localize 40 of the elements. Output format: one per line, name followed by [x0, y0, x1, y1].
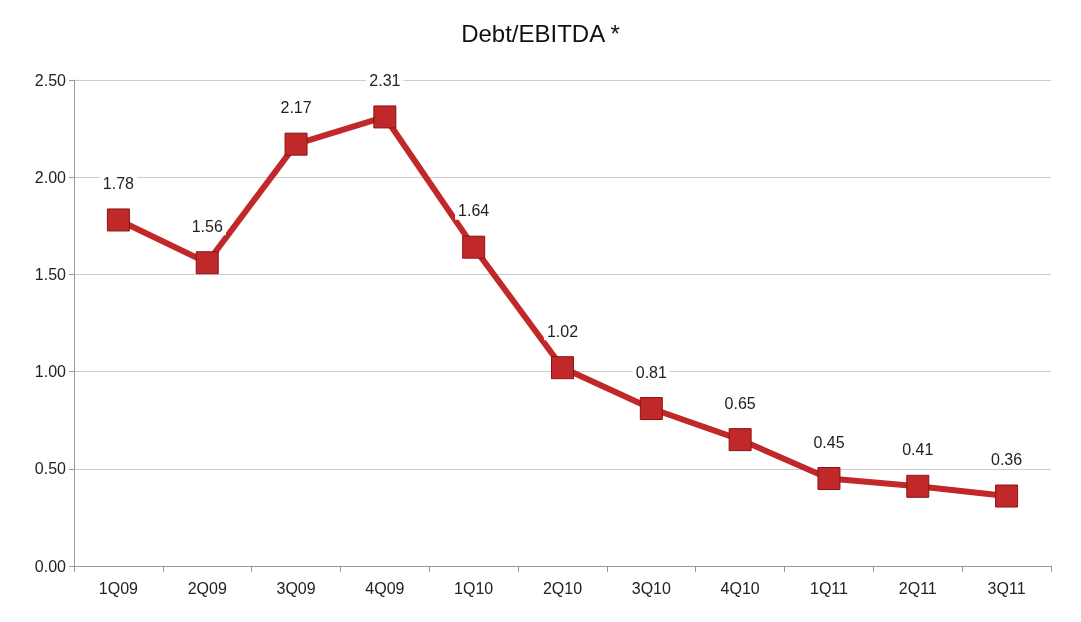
point — [817, 467, 841, 491]
x-tick-label: 2Q11 — [898, 579, 937, 597]
data-label: 0.41 — [902, 441, 934, 459]
point — [373, 105, 397, 129]
point — [195, 251, 219, 275]
x-tick-label: 4Q09 — [365, 579, 405, 597]
x-tick-label: 3Q11 — [987, 579, 1026, 597]
y-tick-label: 2.50 — [34, 71, 67, 89]
data-label: 1.56 — [191, 217, 223, 235]
point — [995, 484, 1019, 508]
x-tick-label: 2Q09 — [187, 579, 227, 597]
x-tick-label: 1Q10 — [454, 579, 494, 597]
y-tick-label: 0.50 — [34, 460, 67, 478]
data-label: 1.02 — [546, 322, 579, 340]
data-label: 0.36 — [991, 451, 1023, 469]
x-tick-label: 1Q09 — [98, 579, 139, 597]
point — [906, 474, 930, 498]
point — [551, 356, 574, 380]
data-label: 2.31 — [369, 71, 401, 89]
data-label: 1.78 — [102, 174, 135, 192]
point — [639, 397, 663, 421]
y-tick-label: 0.00 — [34, 557, 67, 575]
y-tick-label: 2.00 — [34, 168, 67, 186]
data-label: 2.17 — [280, 99, 312, 117]
point — [728, 428, 752, 452]
data-label: 1.64 — [458, 202, 490, 220]
y-tick-label: 1.50 — [34, 265, 67, 283]
data-label: 0.65 — [724, 394, 756, 412]
data-label: 0.81 — [635, 363, 667, 381]
point — [284, 132, 308, 156]
x-tick-label: 3Q09 — [276, 579, 316, 597]
data-label: 0.45 — [813, 433, 845, 451]
chart-title: Debt/EBITDA * — [461, 19, 620, 47]
x-tick-label: 1Q11 — [809, 579, 849, 597]
x-tick-label: 2Q10 — [542, 579, 583, 597]
x-tick-label: 3Q10 — [631, 579, 671, 597]
x-tick-label: 4Q10 — [720, 579, 760, 597]
point — [106, 208, 130, 232]
point — [462, 235, 486, 259]
y-tick-label: 1.00 — [34, 363, 67, 381]
